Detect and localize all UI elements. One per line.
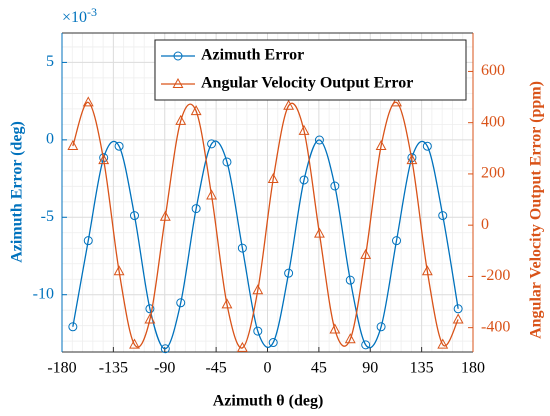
data-point <box>145 304 155 314</box>
data-point <box>375 139 387 150</box>
data-point <box>453 304 463 314</box>
data-point <box>268 338 278 348</box>
y2-tick-label: 200 <box>481 165 505 182</box>
data-point <box>283 99 295 110</box>
y2-tick-label: 0 <box>481 216 489 233</box>
x-axis-label: Azimuth θ (deg) <box>213 393 324 410</box>
data-point <box>236 341 248 352</box>
x-tick-label: -180 <box>47 360 76 377</box>
y-tick-label: -5 <box>41 208 54 225</box>
data-point <box>299 175 309 185</box>
data-point <box>129 211 139 221</box>
data-point <box>191 204 201 214</box>
legend-box <box>154 39 467 101</box>
y-tick-label: 5 <box>46 53 54 70</box>
data-point <box>206 189 217 200</box>
data-point <box>376 322 386 332</box>
data-point <box>406 154 418 165</box>
y2-tick-label: 600 <box>481 62 505 79</box>
legend-label: Angular Velocity Output Error <box>201 75 413 92</box>
data-point <box>314 135 324 145</box>
data-point <box>452 313 464 324</box>
data-point <box>159 210 171 221</box>
data-point <box>176 298 186 308</box>
data-point <box>113 265 125 276</box>
series-line <box>72 101 459 349</box>
y2-tick-label: -200 <box>481 267 510 284</box>
data-point <box>129 338 140 349</box>
series-line <box>72 139 459 350</box>
data-point <box>361 340 371 350</box>
x-tick-label: -45 <box>205 360 226 377</box>
x-tick-label: -135 <box>99 360 128 377</box>
data-point <box>314 227 325 238</box>
data-point <box>237 243 247 253</box>
data-point <box>437 338 449 349</box>
data-point <box>98 154 110 165</box>
legend-marker <box>172 77 184 88</box>
y-axis-label: Azimuth Error (deg) <box>9 121 26 263</box>
data-point <box>222 157 232 167</box>
y2-axis-label: Angular Velocity Output Error (ppm) <box>528 81 545 339</box>
multiplier-base: ×10 <box>62 9 87 26</box>
x-tick-label: 45 <box>311 360 327 377</box>
data-point <box>207 139 217 149</box>
y2-tick-label: -400 <box>481 318 510 335</box>
data-point <box>83 236 93 246</box>
data-point <box>221 298 233 309</box>
x-tick-label: 0 <box>264 360 272 377</box>
data-point <box>421 265 433 276</box>
y-multiplier: ×10-3 <box>62 5 97 26</box>
data-point <box>344 333 356 344</box>
data-point <box>345 275 355 285</box>
data-point <box>67 139 79 150</box>
x-tick-label: 180 <box>461 360 485 377</box>
x-tick-label: 135 <box>410 360 434 377</box>
y2-tick-label: 400 <box>481 113 505 130</box>
data-point <box>422 141 432 151</box>
data-point <box>330 181 340 191</box>
data-point <box>160 344 170 354</box>
multiplier-exponent: -3 <box>87 5 97 19</box>
data-point <box>190 105 202 116</box>
y-tick-label: -10 <box>33 285 54 302</box>
data-point <box>253 326 263 336</box>
data-point <box>360 248 372 259</box>
legend-label: Azimuth Error <box>201 47 304 64</box>
data-point <box>252 284 264 295</box>
legend: Azimuth Error Angular Velocity Output Err… <box>154 39 467 101</box>
y-tick-label: 0 <box>46 131 54 148</box>
x-tick-label: -90 <box>154 360 175 377</box>
x-tick-label: 90 <box>362 360 378 377</box>
data-point <box>82 96 94 107</box>
data-point <box>175 114 187 125</box>
legend-marker <box>173 51 183 61</box>
data-point <box>392 236 402 246</box>
data-point <box>114 141 124 151</box>
data-point <box>284 268 294 278</box>
data-point <box>298 124 310 135</box>
data-point <box>438 211 448 221</box>
data-point <box>329 323 341 334</box>
data-point <box>267 172 279 184</box>
data-point <box>144 313 156 324</box>
data-point <box>391 96 402 107</box>
data-point <box>68 322 78 332</box>
